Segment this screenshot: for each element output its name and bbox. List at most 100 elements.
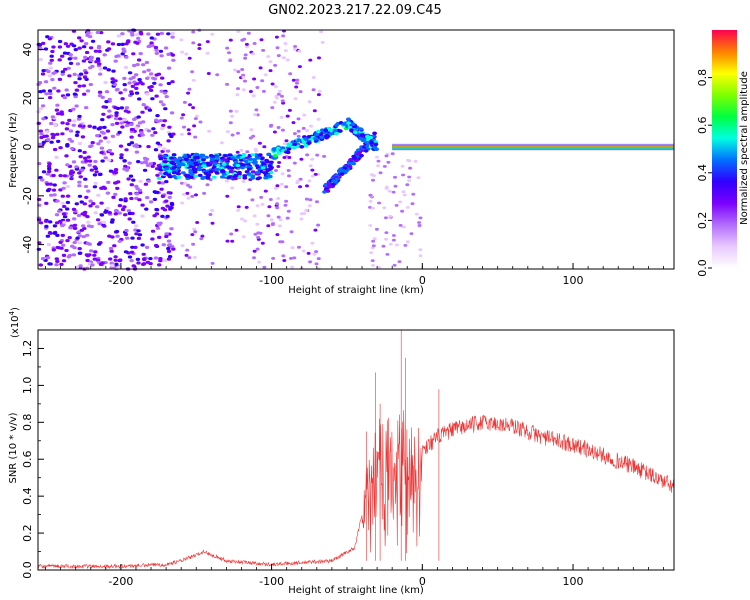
spectrogram-cell <box>74 104 79 108</box>
spectrogram-cell <box>102 224 107 228</box>
spectrogram-cell <box>156 176 162 180</box>
spectrogram-cell <box>48 262 53 266</box>
spectrogram-cell <box>48 92 53 96</box>
spectrogram-cell <box>230 239 235 243</box>
spectrogram-cell <box>290 246 295 250</box>
spectrogram-cell <box>332 128 338 133</box>
spectrogram-cell <box>79 168 85 172</box>
spectrogram-cell <box>237 170 242 175</box>
spectrogram-cell <box>297 65 302 69</box>
spectrogram-cell <box>240 68 245 71</box>
spectrogram-cell <box>103 156 108 160</box>
spectrogram-cell <box>208 213 213 216</box>
spectrogram-cell <box>261 48 266 52</box>
spectrogram-cell <box>92 165 98 169</box>
colorbar-tick-label: 0.2 <box>696 212 709 230</box>
spectrogram-cell <box>226 175 232 179</box>
spectrogram-cell <box>161 103 166 107</box>
spectrogram-cell <box>302 212 307 215</box>
spectrogram-cell <box>45 189 51 193</box>
spectrogram-cell <box>129 122 134 127</box>
spectrogram-cell <box>149 41 154 45</box>
spectrogram-cell <box>270 82 275 86</box>
spectrogram-cell <box>77 194 83 198</box>
spectrogram-cell <box>284 185 289 189</box>
spectrogram-cell <box>295 78 300 82</box>
spectrogram-cell <box>51 71 56 75</box>
spectrogram-cell <box>51 248 56 252</box>
spectrogram-cell <box>81 235 87 239</box>
spectrogram-cell <box>265 160 270 164</box>
spectrogram-cell <box>150 229 156 233</box>
spectrogram-cell <box>110 77 115 81</box>
spectrogram-cell <box>275 206 280 210</box>
spectrogram-cell <box>283 203 288 207</box>
spectrogram-cell <box>193 230 198 234</box>
spectrogram-cell <box>63 42 68 46</box>
spectrogram-cell <box>162 119 167 123</box>
spectrogram-cell <box>116 54 121 58</box>
spectrogram-cell <box>92 125 97 129</box>
spectrogram-cell <box>107 234 112 238</box>
spectrogram-cell <box>261 89 266 93</box>
spectrogram-cell <box>228 169 234 174</box>
spectrogram-cell <box>308 58 313 62</box>
spectrogram-cell <box>277 161 282 164</box>
spectrogram-cell <box>182 154 188 158</box>
spectrogram-cell <box>372 174 376 178</box>
spectrogram-cell <box>319 135 325 140</box>
spectrogram-cell <box>298 185 303 189</box>
spectrogram-cell <box>84 195 89 199</box>
spectrogram-cell <box>153 131 158 135</box>
spectrogram-cell <box>93 49 99 53</box>
spectrogram-cell <box>95 218 101 222</box>
spectrogram-cell <box>133 245 138 249</box>
spectrogram-cell <box>246 31 251 35</box>
spectrogram-cell <box>153 148 159 152</box>
spectrogram-cell <box>185 191 190 195</box>
spectrogram-cell <box>306 251 311 255</box>
spectrogram-cell <box>73 48 79 52</box>
spectrogram-cell <box>61 186 66 190</box>
spectrogram-cell <box>320 40 325 44</box>
spectrogram-cell <box>114 111 119 115</box>
spectrogram-cell <box>151 162 157 166</box>
spectrogram-cell <box>110 218 115 222</box>
spectrogram-cell <box>99 30 104 35</box>
spectrogram-cell <box>187 256 192 260</box>
spectrogram-cell <box>77 247 82 251</box>
spectrogram-cell <box>65 163 70 167</box>
spectrogram-cell <box>236 205 241 209</box>
spectrogram-cell <box>180 201 185 205</box>
spectrogram-cell <box>220 175 225 179</box>
spectrogram-cell <box>47 37 52 41</box>
spectrogram-cell <box>193 135 198 139</box>
spectrogram-cell <box>275 46 280 50</box>
spectrogram-cell <box>117 211 122 215</box>
spectrogram-cell <box>105 206 111 210</box>
spectrogram-cell <box>56 112 61 116</box>
spectrogram-cell <box>308 198 313 202</box>
spectrogram-cell <box>77 149 83 153</box>
spectrogram-cell <box>157 235 162 239</box>
spectrogram-cell <box>292 142 298 147</box>
spectrogram-cell <box>271 256 276 260</box>
spectrogram-cell <box>372 237 377 241</box>
spectrogram-cell <box>129 259 134 263</box>
spectrogram-cell <box>314 132 319 137</box>
spectrogram-cell <box>334 123 339 127</box>
spectrogram-cell <box>257 153 263 157</box>
spectrogram-cell <box>292 256 297 260</box>
spectrogram-cell <box>317 89 322 93</box>
spectrogram-cell <box>127 71 133 75</box>
spectrogram-cell <box>154 118 159 122</box>
spectrogram-cell <box>159 89 164 93</box>
spectrogram-cell <box>113 168 119 172</box>
spectrogram-cell <box>62 51 68 55</box>
spectrogram-cell <box>153 256 159 260</box>
spectrogram-cell <box>288 72 293 76</box>
spectrogram-cell <box>243 219 248 223</box>
snr-panel: -200 -100 0 100 0.0 0.2 0.4 0.6 0.8 1.0 1.2 Height… <box>8 307 675 596</box>
spectrogram-cell <box>50 115 56 119</box>
spectrogram-cell <box>195 221 200 224</box>
